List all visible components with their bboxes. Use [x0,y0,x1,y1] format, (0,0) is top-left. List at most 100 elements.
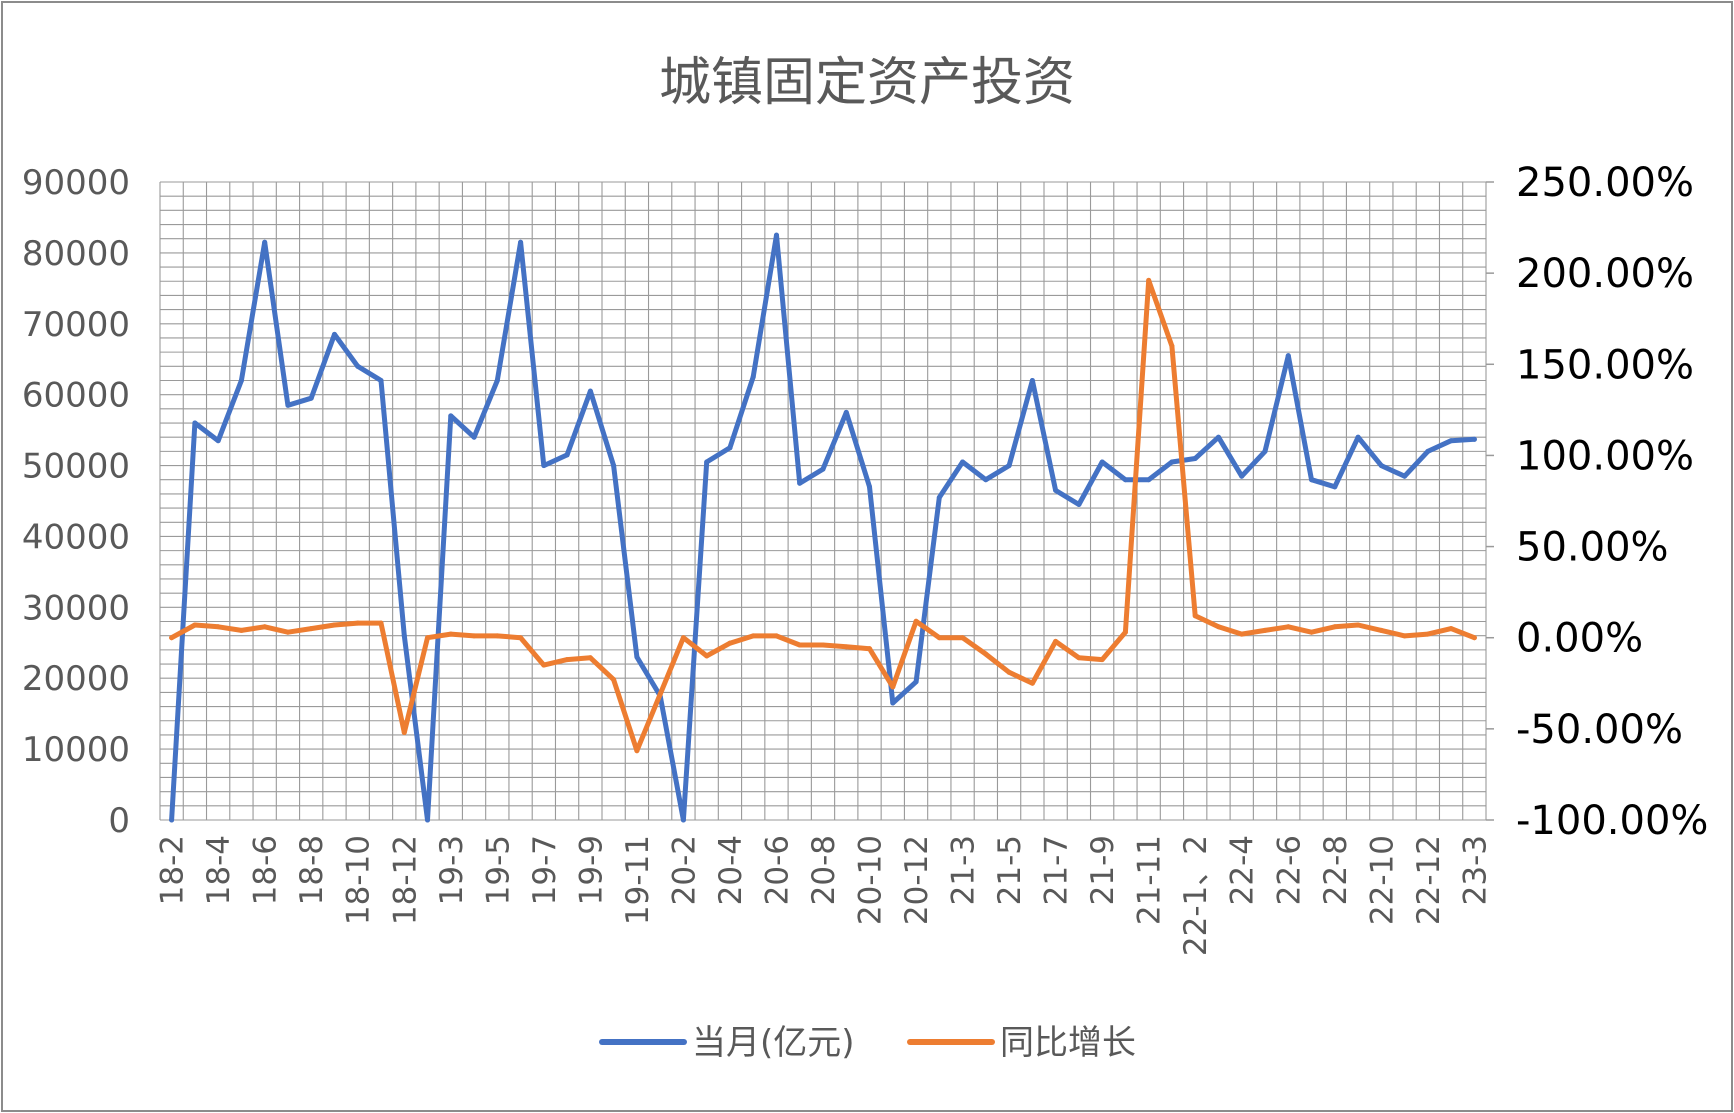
series-1-point [704,653,710,659]
series-1-point [1006,669,1012,675]
series-0-point [1192,455,1198,461]
series-1-point [727,640,733,646]
series-0-point [773,232,779,238]
series-1-point [1378,627,1384,633]
series-0-point [541,463,547,469]
series-0-point [401,633,407,639]
y-left-tick-label: 0 [108,801,130,841]
series-0-point [867,484,873,490]
series-0-point [1029,377,1035,383]
x-tick-label: 22-4 [1225,835,1261,905]
series-0-point [494,377,500,383]
series-1-point [471,633,477,639]
series-1-point [355,620,361,626]
series-1-point [1192,613,1198,619]
x-tick-label: 18-2 [155,835,191,905]
series-0-point [1262,448,1268,454]
y-right-tick-label: 100.00% [1516,433,1694,479]
series-1-point [1076,655,1082,661]
y-right-tick-label: 150.00% [1516,342,1694,388]
x-tick-label: 18-6 [248,835,284,905]
series-1-point [238,627,244,633]
series-1-point [843,644,849,650]
series-1-point [1215,624,1221,630]
series-1-point [1122,629,1128,635]
series-1-point [750,633,756,639]
series-layer [169,232,1477,823]
x-tick-label: 19-5 [480,835,516,905]
series-1-point [1029,680,1035,686]
series-0-point [1309,477,1315,483]
series-line-1 [169,277,1477,754]
x-tick-label: 22-12 [1411,835,1447,925]
y-left-tick-label: 90000 [22,163,130,203]
series-0-point [262,239,268,245]
series-1-point [1332,624,1338,630]
left-y-axis: 0 10000 20000 30000 40000 50000 60000 70000 8000… [22,163,130,841]
y-left-tick-label: 30000 [22,588,130,628]
x-tick-label: 20-12 [899,835,935,925]
y-right-tick-label: 50.00% [1516,525,1669,571]
series-0-point [1169,459,1175,465]
series-1-point [1309,629,1315,635]
x-tick-label: 18-12 [387,835,423,925]
x-tick-label: 19-3 [434,835,470,905]
series-0-point [1146,477,1152,483]
legend: 当月(亿元) 同比增长 [599,1023,1136,1063]
y-right-tick-label: 0.00% [1516,616,1643,662]
series-1-point [308,626,314,632]
series-1-point [1402,633,1408,639]
series-1-point [983,651,989,657]
y-left-tick-label: 10000 [22,730,130,770]
series-0-point [1006,463,1012,469]
series-1-point [494,633,500,639]
legend-label-monthly: 当月(亿元) [692,1023,855,1063]
series-1-point [1355,622,1361,628]
series-1-point [285,629,291,635]
x-tick-label: 21-9 [1085,835,1121,905]
y-right-tick-label: 250.00% [1516,160,1694,206]
series-0-point [1355,434,1361,440]
series-0-point [750,374,756,380]
series-1-point [541,662,547,668]
series-0-point [1053,487,1059,493]
series-0-point [820,466,826,472]
y-right-tick-label: -50.00% [1516,707,1683,753]
series-0-point [1448,438,1454,444]
series-0-point [1332,484,1338,490]
series-1-point [331,622,337,628]
series-0-point [308,395,314,401]
series-1-point [587,655,593,661]
series-0-point [1285,353,1291,359]
series-0-point [169,817,175,823]
series-1-point [680,635,686,641]
series-0-point [983,477,989,483]
y-left-tick-label: 70000 [22,305,130,345]
y-left-tick-label: 80000 [22,234,130,274]
x-tick-label: 21-3 [946,835,982,905]
x-tick-label: 20-8 [806,835,842,905]
x-tick-label: 19-9 [573,835,609,905]
series-0-point [471,434,477,440]
x-tick-label: 20-2 [666,835,702,905]
y-left-tick-label: 60000 [22,376,130,416]
series-0-point [634,654,640,660]
series-0-point [1402,473,1408,479]
y-left-tick-label: 50000 [22,447,130,487]
series-0-point [1239,473,1245,479]
series-1-point [262,624,268,630]
series-1-point [425,635,431,641]
x-tick-label: 22-8 [1318,835,1354,905]
right-y-axis: -100.00% -50.00% 0.00% 50.00% 100.00% 150.00%… [1486,160,1708,844]
series-1-point [1169,343,1175,349]
series-1-point [867,646,873,652]
series-1-point [611,677,617,683]
y-left-tick-label: 40000 [22,517,130,557]
x-tick-label: 22-6 [1271,835,1307,905]
series-1-point [448,631,454,637]
series-0-point [1378,463,1384,469]
series-1-point [1262,627,1268,633]
series-0-point [215,438,221,444]
legend-label-yoy: 同比增长 [1000,1023,1136,1063]
